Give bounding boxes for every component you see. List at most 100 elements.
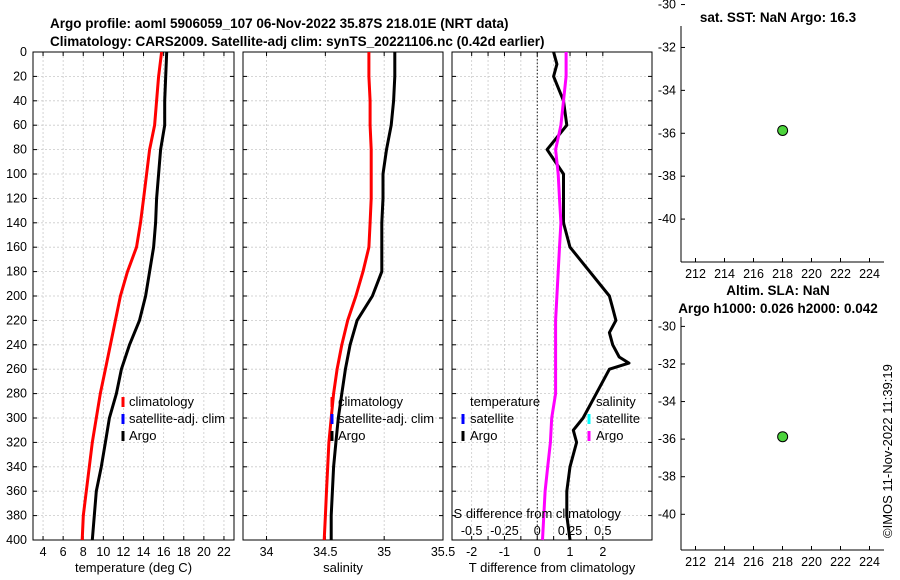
y-tick-label: -32 <box>658 357 676 371</box>
y-tick-label: 160 <box>6 240 27 254</box>
y-tick-label: -30 <box>658 0 676 12</box>
series-line-climatology <box>322 52 373 541</box>
y-tick-label: -38 <box>658 169 676 183</box>
legend-label: climatology <box>129 394 195 409</box>
x2-tick-label: 0.5 <box>594 524 611 538</box>
x2-tick-label: 0.25 <box>558 524 582 538</box>
x-tick-label: 218 <box>772 267 793 281</box>
y-tick-label: 100 <box>6 167 27 181</box>
x-tick-label: 212 <box>685 555 706 569</box>
x-tick-label: 2 <box>599 545 606 559</box>
sla-map-title-line1: Altim. SLA: NaN <box>726 283 830 298</box>
x-tick-label: 10 <box>96 545 110 559</box>
sla-map-panel: Altim. SLA: NaN Argo h1000: 0.026 h2000: … <box>658 283 884 569</box>
x-tick-label: 220 <box>801 555 822 569</box>
legend-label: Argo <box>470 428 497 443</box>
y-tick-label: 320 <box>6 435 27 449</box>
legend-label: satellite-adj. clim <box>338 411 434 426</box>
x-tick-label: -2 <box>466 545 477 559</box>
legend-label: Argo <box>338 428 365 443</box>
x-tick-label: 222 <box>830 267 851 281</box>
salinity-profile-panel: 34 34.5 35 35.5 salinity climatology satellite… <box>242 51 455 575</box>
series-line-argo <box>90 51 169 541</box>
y-tick-label: 200 <box>6 289 27 303</box>
legend-label: satellite <box>470 411 514 426</box>
y-tick-label: -32 <box>658 40 676 54</box>
y-tick-label: -36 <box>658 432 676 446</box>
y-tick-label: -30 <box>658 319 676 333</box>
x-tick-label: 35.5 <box>431 545 455 559</box>
x-tick-label: 12 <box>116 545 130 559</box>
series-line-argo <box>329 52 397 540</box>
legend-label: Argo <box>596 428 623 443</box>
y-tick-label: -36 <box>658 126 676 140</box>
x-tick-label: 222 <box>830 555 851 569</box>
x-tick-label: 218 <box>772 555 793 569</box>
sla-map-title-line2: Argo h1000: 0.026 h2000: 0.042 <box>678 301 878 316</box>
y-tick-label: -34 <box>658 83 676 97</box>
x-tick-label: 20 <box>197 545 211 559</box>
x2-axis-label: S difference from climatology <box>454 506 622 521</box>
x-axis-label: temperature (deg C) <box>75 560 192 575</box>
legend-label: satellite-adj. clim <box>129 411 225 426</box>
x-tick-label: 216 <box>743 555 764 569</box>
x-tick-label: 220 <box>801 267 822 281</box>
argo-location-marker <box>777 124 789 136</box>
imos-timestamp: ©IMOS 11-Nov-2022 11:39:19 <box>880 364 895 538</box>
y-tick-label: 120 <box>6 191 27 205</box>
legend-label: satellite <box>596 411 640 426</box>
sst-map-panel: sat. SST: NaN Argo: 16.3 212 214 216 218 220 2… <box>658 0 884 281</box>
x-tick-label: 35 <box>377 545 391 559</box>
x-tick-label: 224 <box>859 555 880 569</box>
x-tick-label: 224 <box>859 267 880 281</box>
x-tick-label: 18 <box>177 545 191 559</box>
y-tick-label: 280 <box>6 387 27 401</box>
y-tick-label: -40 <box>658 212 676 226</box>
x2-tick-label: -0.25 <box>490 524 519 538</box>
x-tick-label: 34.5 <box>313 545 337 559</box>
y-tick-label: -40 <box>658 507 676 521</box>
y-tick-label: 80 <box>13 143 27 157</box>
sst-map-title: sat. SST: NaN Argo: 16.3 <box>700 10 857 25</box>
argo-location-marker <box>777 431 789 443</box>
x2-tick-label: -0.5 <box>461 524 483 538</box>
legend-title-salinity: salinity <box>596 394 636 409</box>
x-tick-label: 14 <box>137 545 151 559</box>
y-tick-label: -38 <box>658 470 676 484</box>
figure-title-line2: Climatology: CARS2009. Satellite-adj cli… <box>50 34 544 49</box>
x-tick-label: -1 <box>499 545 510 559</box>
y-tick-label: 340 <box>6 460 27 474</box>
y-tick-label: 360 <box>6 484 27 498</box>
figure-title-line1: Argo profile: aoml 5906059_107 06-Nov-20… <box>50 16 508 31</box>
y-tick-label: 60 <box>13 118 27 132</box>
x-tick-label: 214 <box>714 267 735 281</box>
legend-title-temperature: temperature <box>470 394 540 409</box>
y-tick-label: 240 <box>6 338 27 352</box>
x-tick-label: 8 <box>80 545 87 559</box>
series-line-s-diff-argo <box>541 52 568 541</box>
y-tick-label: 380 <box>6 509 27 523</box>
y-tick-label: 220 <box>6 313 27 327</box>
x-tick-label: 6 <box>60 545 67 559</box>
x-tick-label: 1 <box>567 545 574 559</box>
y-tick-label: 20 <box>13 69 27 83</box>
x-tick-label: 4 <box>40 545 47 559</box>
x-tick-label: 16 <box>157 545 171 559</box>
y-tick-label: 400 <box>6 533 27 547</box>
legend-label: Argo <box>129 428 156 443</box>
y-tick-label: 40 <box>13 94 27 108</box>
x-tick-label: 216 <box>743 267 764 281</box>
difference-profile-panel: -2 -1 0 1 2T difference from climatology S di… <box>451 51 653 575</box>
x2-tick-label: 0 <box>534 524 541 538</box>
x-tick-label: 22 <box>217 545 231 559</box>
x-tick-label: 212 <box>685 267 706 281</box>
y-tick-label: 260 <box>6 362 27 376</box>
y-tick-label: -34 <box>658 395 676 409</box>
y-tick-label: 180 <box>6 265 27 279</box>
x-axis-label: salinity <box>323 560 363 575</box>
temperature-profile-panel: 4 6 8 10 12 14 16 18 20 220 20 40 60 80 100 120 140 160 18… <box>6 45 235 575</box>
x-tick-label: 214 <box>714 555 735 569</box>
x-axis-label: T difference from climatology <box>469 560 636 575</box>
y-tick-label: 140 <box>6 216 27 230</box>
